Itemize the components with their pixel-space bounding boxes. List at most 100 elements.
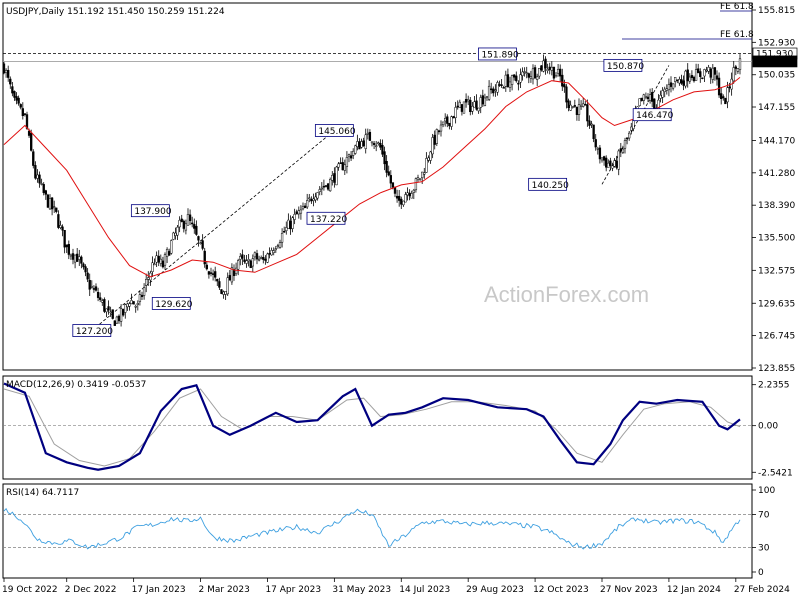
candle-body [506, 74, 510, 88]
candle-body [78, 256, 81, 260]
candle-body [567, 100, 570, 108]
candle-body [155, 255, 158, 263]
candle-body [122, 308, 125, 316]
candle-body [34, 165, 37, 179]
rsi-panel [2, 483, 753, 579]
candle-body [180, 218, 183, 222]
candle-body [523, 71, 526, 73]
price-annotation-box [72, 324, 112, 337]
candle-body [170, 240, 173, 254]
candle-body [694, 69, 698, 81]
price-tag-box [752, 55, 798, 68]
candle-body [339, 162, 342, 164]
candle-body [314, 196, 317, 201]
candle-body [467, 99, 470, 102]
candle-body [50, 197, 54, 210]
candle-body [644, 96, 648, 98]
candle-body [105, 308, 108, 313]
candle-body [159, 258, 162, 264]
candle-body [230, 267, 234, 283]
candle-body [216, 278, 219, 282]
candle-body [218, 281, 221, 288]
candle-body [163, 254, 167, 266]
candle-body [337, 163, 340, 168]
candle-body [151, 262, 154, 272]
candle-body [237, 260, 240, 270]
candle-body [469, 99, 472, 113]
candle-body [153, 263, 156, 266]
candle-body [400, 198, 403, 205]
candle-body [427, 157, 430, 161]
candle-body [55, 207, 58, 212]
candle-body [308, 197, 311, 200]
price-annotation-box [528, 177, 568, 191]
candle-body [220, 289, 223, 294]
candle-body [584, 104, 587, 106]
candle-body [458, 101, 461, 108]
candle-body [387, 171, 390, 176]
candle-body [32, 151, 35, 166]
watermark: ActionForex.com [484, 282, 649, 307]
candle-body [724, 98, 727, 105]
candle-body [191, 222, 194, 225]
price-y-tick-label: 150.035 [758, 71, 795, 81]
price-annotation-box [478, 47, 517, 61]
candle-body [2, 63, 6, 74]
candle-body [341, 162, 344, 171]
candle-body [383, 151, 386, 165]
candle-body [609, 160, 612, 166]
candle-body [15, 96, 18, 101]
x-tick-label: 2 Dec 2022 [65, 585, 117, 595]
candle-body [23, 113, 27, 115]
candle-body [527, 73, 530, 78]
candle-body [182, 220, 185, 229]
candle-body [312, 198, 315, 201]
candle-body [134, 305, 137, 308]
price-annotation-label: 151.890 [481, 50, 518, 60]
candle-body [661, 90, 664, 98]
candle-body [690, 75, 694, 78]
candle-body [266, 253, 269, 263]
candle-body [701, 77, 704, 79]
candle-body [588, 120, 591, 126]
candle-body [349, 155, 353, 159]
macd-header: MACD(12,26,9) 0.3419 -0.0537 [6, 380, 146, 390]
candle-body [385, 161, 388, 173]
candle-body [379, 143, 382, 148]
candle-body [103, 299, 106, 312]
candle-body [161, 260, 165, 268]
candle-body [732, 67, 735, 82]
price-annotation-box [632, 108, 672, 122]
candle-body [38, 174, 41, 184]
candle-body [423, 172, 426, 175]
trendline-2 [601, 65, 670, 185]
x-tick-label: 19 Oct 2022 [2, 585, 58, 595]
candle-body [174, 232, 177, 236]
candle-body [722, 96, 725, 99]
candle-body [446, 116, 449, 124]
candle-body [556, 68, 560, 74]
rsi-y-tick-label: 30 [758, 543, 770, 553]
candle-body [632, 119, 635, 129]
candle-body [720, 93, 723, 99]
candle-body [686, 69, 689, 82]
candle-body [111, 309, 114, 319]
candle-body [272, 250, 275, 254]
candle-body [71, 253, 75, 260]
candle-body [611, 165, 614, 169]
candle-body [42, 184, 45, 193]
x-tick-label: 17 Apr 2023 [265, 585, 321, 595]
candle-body [625, 137, 629, 140]
candle-body [680, 79, 683, 84]
candle-body [7, 69, 10, 78]
candle-body [496, 82, 499, 93]
candle-body [502, 87, 505, 89]
candle-body [531, 68, 535, 80]
candle-body [276, 245, 280, 247]
x-tick-label: 12 Jan 2024 [667, 585, 721, 595]
candle-body [515, 75, 518, 82]
candle-body [594, 139, 597, 148]
candle-body [211, 273, 215, 275]
candle-body [331, 175, 334, 181]
